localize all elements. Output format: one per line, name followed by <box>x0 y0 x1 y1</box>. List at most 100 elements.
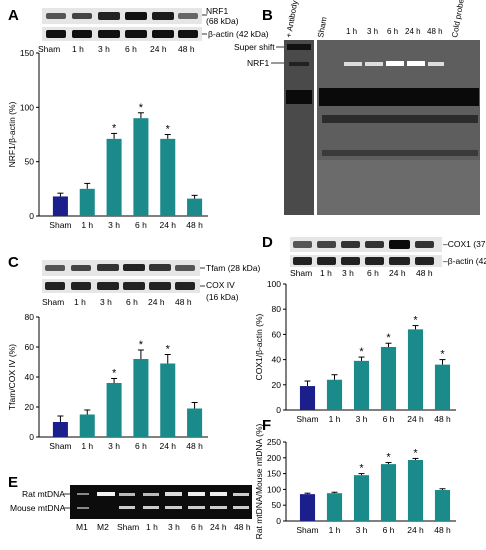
bar <box>160 364 175 438</box>
actin-band <box>46 30 66 38</box>
x-tick-label: Sham <box>49 441 71 451</box>
lane-label: 1 h <box>74 297 86 307</box>
bar <box>53 422 68 437</box>
panel-letter-d: D <box>262 234 273 251</box>
emsa-lane-label: 1 h <box>346 27 357 36</box>
x-tick-label: 1 h <box>329 414 341 424</box>
gel-lane-label: 3 h <box>168 522 180 532</box>
panel-letter-a: A <box>8 7 19 24</box>
actin-band <box>98 30 120 38</box>
significance-asterisk: * <box>166 124 171 136</box>
y-tick-label: 40 <box>272 355 282 365</box>
y-tick-label: 250 <box>267 437 281 447</box>
free-probe-band <box>319 88 479 106</box>
nrf1-band <box>178 13 198 19</box>
mouse-mtdna-band <box>119 506 135 509</box>
x-tick-label: 3 h <box>356 414 368 424</box>
actin-label: β-actin (42 kDa) <box>208 29 269 39</box>
x-tick-label: 48 h <box>434 525 451 535</box>
cox4-band <box>97 282 119 290</box>
y-tick-label: 50 <box>25 157 35 167</box>
bar <box>327 493 342 521</box>
rat-mtdna-band <box>233 493 249 496</box>
supershift-band <box>287 44 311 50</box>
significance-asterisk: * <box>359 463 364 475</box>
x-tick-label: 3 h <box>108 441 120 451</box>
bar <box>187 199 202 216</box>
lane-label: 3 h <box>98 44 110 54</box>
bar <box>435 365 450 410</box>
actin-band <box>152 30 174 38</box>
cox4-kda-label: (16 kDa) <box>206 292 239 302</box>
rat-mtdna-band <box>165 492 182 496</box>
dna-gel <box>70 485 252 519</box>
gel-lane-antibody <box>284 40 314 215</box>
lane-label: 24 h <box>150 44 167 54</box>
y-axis-label: NRF1/β-actin (%) <box>7 101 17 167</box>
bar <box>187 409 202 438</box>
panel-letter-e: E <box>8 474 18 491</box>
lane-label: 3 h <box>100 297 112 307</box>
marker-band <box>77 507 89 509</box>
gel-lane-label: 6 h <box>191 522 203 532</box>
y-tick-label: 200 <box>267 453 281 463</box>
gel-lane-label: M2 <box>97 522 109 532</box>
lane-label: 3 h <box>342 268 354 278</box>
lane-label: 48 h <box>178 44 195 54</box>
rat-mtdna-band <box>210 492 227 496</box>
actin-band <box>293 257 312 265</box>
panel-e-gel: Rat mtDNA Mouse mtDNA M1 M2 Sham 1 h 3 h… <box>10 485 252 532</box>
bar <box>435 490 450 521</box>
y-tick-label: 50 <box>272 500 282 510</box>
y-tick-label: 0 <box>29 211 34 221</box>
lane-label: Sham <box>38 44 60 54</box>
cox1-band <box>317 241 336 248</box>
y-tick-label: 150 <box>20 48 34 58</box>
emsa-band <box>428 62 444 66</box>
tfam-band <box>71 265 91 271</box>
y-tick-label: 100 <box>267 484 281 494</box>
lane-label: 6 h <box>125 44 137 54</box>
mouse-mtdna-band <box>233 506 249 509</box>
mouse-mtdna-band <box>210 506 227 509</box>
nrf1-emsa-band <box>289 62 309 66</box>
cox4-band <box>123 282 145 290</box>
bar <box>354 361 369 410</box>
tfam-band <box>97 264 119 271</box>
lane-label: Sham <box>42 297 64 307</box>
cox1-label: –COX1 (37 kDa) <box>443 239 486 249</box>
gel-lane-label: 24 h <box>210 522 227 532</box>
nrf1-band <box>72 13 92 19</box>
tfam-band <box>175 265 195 271</box>
lane-label: 24 h <box>148 297 165 307</box>
emsa-lane-label: + Antibody <box>284 0 299 38</box>
rat-mtdna-label: Rat mtDNA <box>22 489 65 499</box>
lane-label: 48 h <box>175 297 192 307</box>
free-probe-band <box>286 90 312 104</box>
x-tick-label: 24 h <box>407 414 424 424</box>
panel-letter-b: B <box>262 7 273 24</box>
significance-asterisk: * <box>413 447 418 459</box>
y-tick-label: 0 <box>276 405 281 415</box>
emsa-lane-label: Sham <box>316 16 329 38</box>
actin-band <box>415 257 434 265</box>
significance-asterisk: * <box>386 452 391 464</box>
bar <box>408 460 423 521</box>
x-tick-label: 6 h <box>135 220 147 230</box>
lane-label: 6 h <box>367 268 379 278</box>
mouse-mtdna-band <box>165 506 182 509</box>
nrf1-label: NRF1 <box>206 6 228 16</box>
actin-band <box>365 257 384 265</box>
x-tick-label: 1 h <box>329 525 341 535</box>
tfam-band <box>123 264 145 271</box>
tfam-band <box>149 264 171 271</box>
mouse-mtdna-label: Mouse mtDNA <box>10 503 66 513</box>
y-tick-label: 60 <box>25 342 35 352</box>
x-tick-label: 6 h <box>383 525 395 535</box>
emsa-band <box>344 62 362 66</box>
cox1-band <box>293 241 312 248</box>
significance-asterisk: * <box>413 315 418 327</box>
bar <box>381 464 396 521</box>
x-tick-label: 48 h <box>434 414 451 424</box>
emsa-band <box>386 61 404 66</box>
